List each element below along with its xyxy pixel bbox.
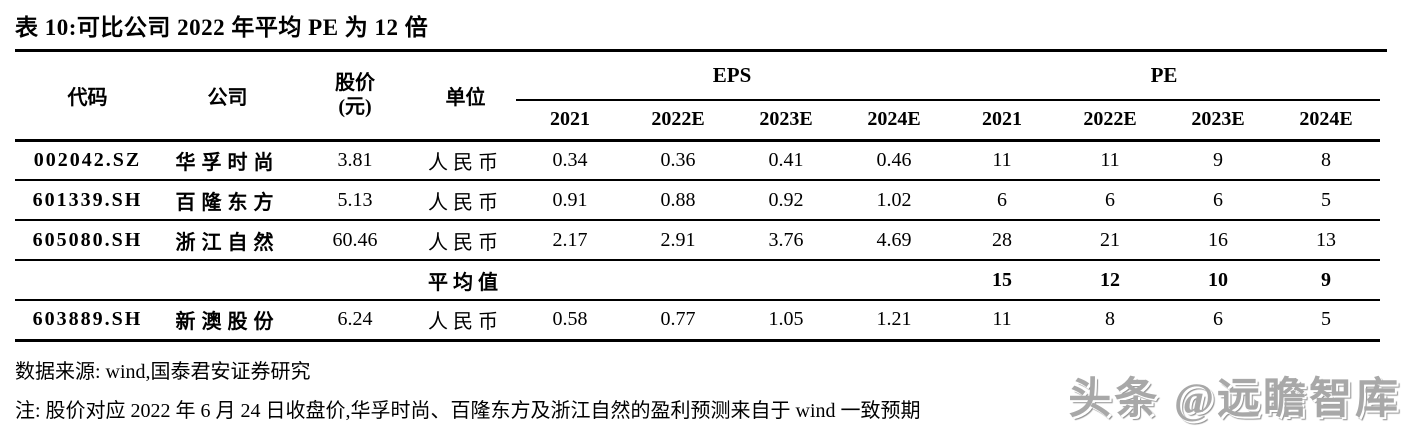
table-row: 002042.SZ 华孚时尚 3.81 人民币 0.34 0.36 0.41 0… [15,140,1381,181]
unit-cell: 人民币 [415,180,516,221]
pe-average-cell: 12 [1056,260,1165,301]
pe-cell: 6 [948,180,1057,221]
eps-cell: 0.88 [624,180,732,221]
pe-cell: 8 [1056,300,1165,342]
pe-cell: 11 [1056,140,1165,181]
eps-cell: 3.76 [732,220,840,261]
col-header-price-line2: (元) [338,96,372,119]
price-cell [295,260,415,301]
price-cell: 60.46 [295,220,415,261]
eps-cell: 0.46 [840,140,949,181]
group-header-pe: PE [948,52,1381,101]
eps-year-2023e: 2023E [732,100,840,142]
price-cell: 6.24 [295,300,415,342]
group-header-eps: EPS [516,52,949,101]
code-cell: 601339.SH [15,180,160,221]
pe-cell: 21 [1056,220,1165,261]
pe-cell: 9 [1164,140,1273,181]
code-cell [15,260,160,301]
eps-cell: 1.02 [840,180,949,221]
title-rule [15,49,1387,52]
pe-cell: 11 [948,300,1057,342]
eps-year-2021: 2021 [516,100,624,142]
eps-cell: 0.41 [732,140,840,181]
data-source-note: 数据来源: wind,国泰君安证券研究 [15,360,311,383]
pe-cell: 5 [1272,180,1381,221]
table-row: 601339.SH 百隆东方 5.13 人民币 0.91 0.88 0.92 1… [15,180,1381,221]
eps-cell: 0.58 [516,300,624,342]
col-header-price-line1: 股价 [335,72,375,95]
eps-cell: 1.21 [840,300,949,342]
eps-cell: 2.17 [516,220,624,261]
eps-cell: 0.91 [516,180,624,221]
unit-cell: 人民币 [415,300,516,342]
pe-cell: 5 [1272,300,1381,342]
company-cell: 百隆东方 [160,180,295,221]
company-cell: 浙江自然 [160,220,295,261]
company-cell [160,260,295,301]
table-header: 代码 公司 股价 (元) 单位 EPS PE 2021 2022E 2023E … [15,52,1381,142]
eps-cell: 4.69 [840,220,949,261]
pe-cell: 28 [948,220,1057,261]
eps-cell: 0.77 [624,300,732,342]
eps-cell: 2.91 [624,220,732,261]
pe-cell: 6 [1164,180,1273,221]
unit-cell: 人民币 [415,220,516,261]
price-cell: 3.81 [295,140,415,181]
col-header-price: 股价 (元) [295,52,415,142]
eps-cell [732,260,840,301]
table-body: 002042.SZ 华孚时尚 3.81 人民币 0.34 0.36 0.41 0… [15,140,1381,342]
code-cell: 603889.SH [15,300,160,342]
price-cell: 5.13 [295,180,415,221]
company-cell: 新澳股份 [160,300,295,342]
eps-cell [516,260,624,301]
table-row: 605080.SH 浙江自然 60.46 人民币 2.17 2.91 3.76 … [15,220,1381,261]
eps-cell: 0.92 [732,180,840,221]
pe-cell: 11 [948,140,1057,181]
eps-cell: 0.34 [516,140,624,181]
unit-cell: 人民币 [415,140,516,181]
code-cell: 002042.SZ [15,140,160,181]
pe-cell: 6 [1164,300,1273,342]
col-header-unit: 单位 [415,52,516,142]
pe-cell: 8 [1272,140,1381,181]
pe-average-cell: 9 [1272,260,1381,301]
pe-average-cell: 10 [1164,260,1273,301]
eps-year-2024e: 2024E [840,100,949,142]
pe-year-2022e: 2022E [1056,100,1165,142]
col-header-code: 代码 [15,52,160,142]
table-title: 表 10:可比公司 2022 年平均 PE 为 12 倍 [15,15,429,40]
pe-year-2021: 2021 [948,100,1057,142]
code-cell: 605080.SH [15,220,160,261]
pe-average-cell: 15 [948,260,1057,301]
eps-year-2022e: 2022E [624,100,732,142]
eps-cell [624,260,732,301]
eps-cell [840,260,949,301]
pe-year-2024e: 2024E [1272,100,1381,142]
average-label-cell: 平均值 [415,260,516,301]
pe-cell: 16 [1164,220,1273,261]
comparables-table: 代码 公司 股价 (元) 单位 EPS PE 2021 2022E 2023E … [15,52,1381,342]
footnote: 注: 股价对应 2022 年 6 月 24 日收盘价,华孚时尚、百隆东方及浙江自… [15,399,921,422]
pe-year-2023e: 2023E [1164,100,1273,142]
table-row: 603889.SH 新澳股份 6.24 人民币 0.58 0.77 1.05 1… [15,300,1381,342]
eps-cell: 1.05 [732,300,840,342]
pe-cell: 13 [1272,220,1381,261]
pe-cell: 6 [1056,180,1165,221]
company-cell: 华孚时尚 [160,140,295,181]
eps-cell: 0.36 [624,140,732,181]
average-row: 平均值 15 12 10 9 [15,260,1381,301]
col-header-company: 公司 [160,52,295,142]
header-group-row: 代码 公司 股价 (元) 单位 EPS PE [15,52,1381,142]
watermark-logo: 头条 @远瞻智库 [1068,376,1401,423]
header-year-row: 2021 2022E 2023E 2024E 2021 2022E 2023E … [15,100,1381,142]
